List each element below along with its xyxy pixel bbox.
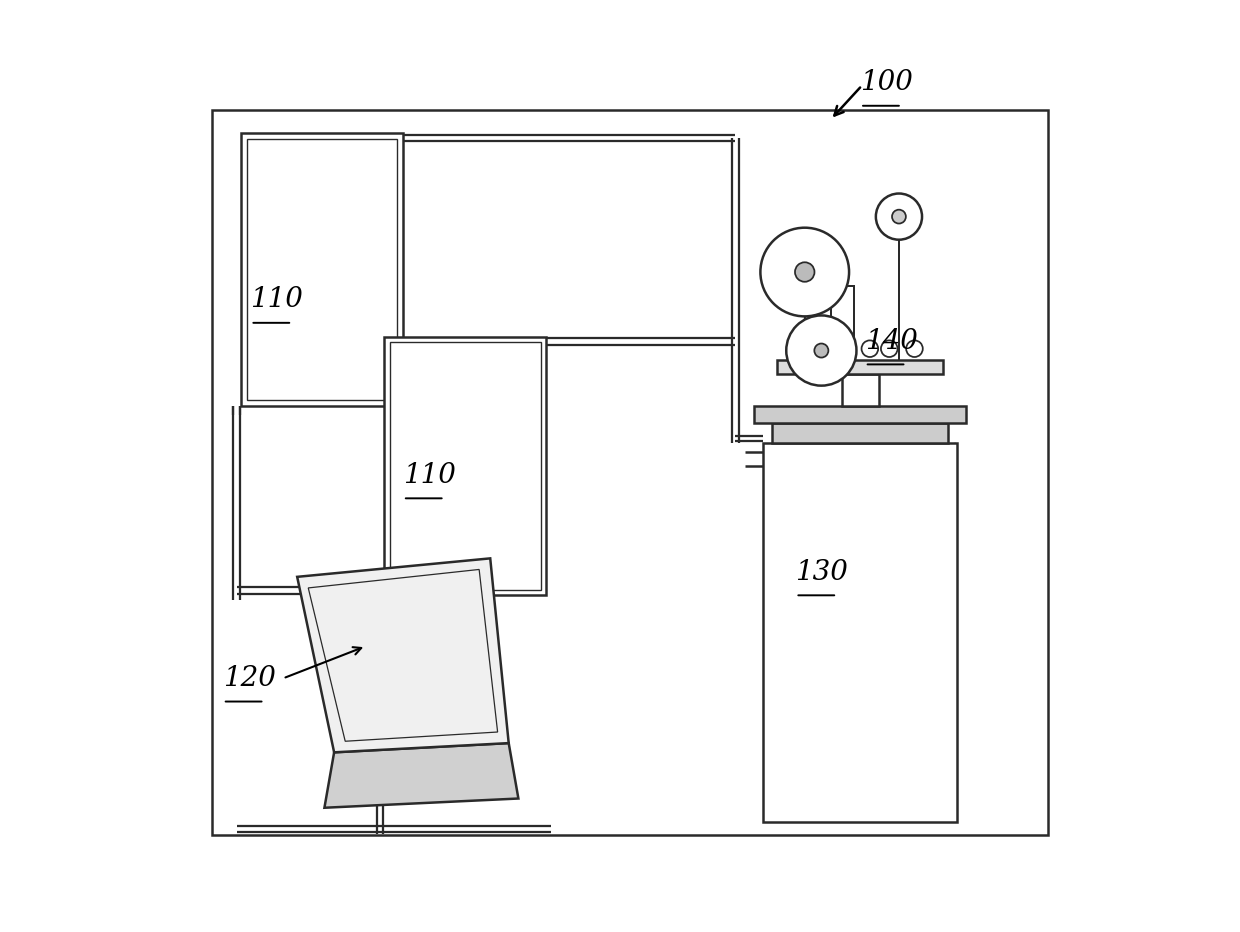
Text: 110: 110 bbox=[250, 286, 304, 313]
Text: 130: 130 bbox=[796, 558, 848, 585]
Bar bbox=[773, 422, 947, 443]
Bar bbox=[212, 110, 1048, 835]
Bar bbox=[754, 406, 966, 422]
Circle shape bbox=[795, 262, 815, 281]
Text: 140: 140 bbox=[864, 328, 918, 355]
Circle shape bbox=[862, 340, 878, 357]
Text: 110: 110 bbox=[403, 461, 456, 488]
Bar bbox=[242, 133, 403, 406]
Text: 120: 120 bbox=[223, 665, 275, 692]
Bar bbox=[842, 374, 879, 406]
Circle shape bbox=[906, 340, 923, 357]
Circle shape bbox=[892, 210, 906, 224]
Bar bbox=[391, 342, 541, 590]
Circle shape bbox=[875, 194, 923, 240]
Bar bbox=[763, 443, 957, 822]
Circle shape bbox=[786, 315, 857, 386]
Bar bbox=[831, 286, 854, 360]
Bar bbox=[384, 336, 546, 596]
Bar bbox=[777, 360, 944, 374]
Polygon shape bbox=[298, 558, 508, 752]
Circle shape bbox=[880, 340, 898, 357]
Polygon shape bbox=[325, 743, 518, 808]
Bar bbox=[808, 318, 827, 350]
Text: 100: 100 bbox=[861, 69, 913, 96]
Circle shape bbox=[815, 344, 828, 358]
Bar bbox=[247, 139, 397, 401]
Circle shape bbox=[760, 227, 849, 316]
